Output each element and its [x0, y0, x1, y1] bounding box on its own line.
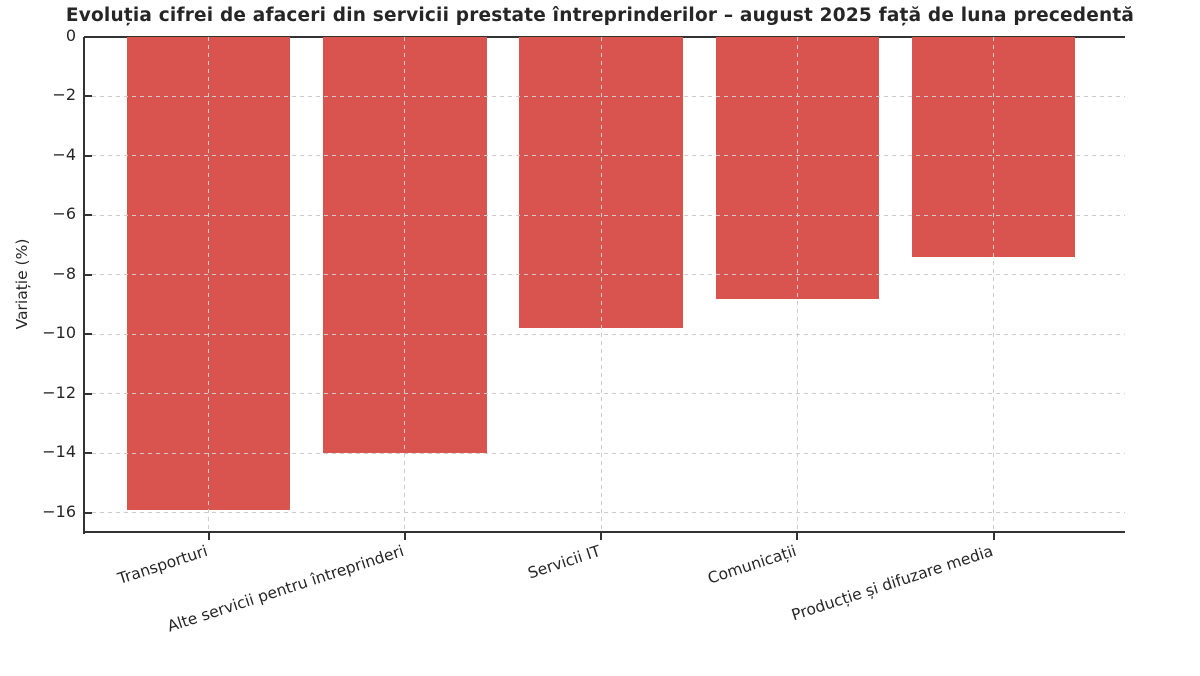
x-tick-label: Producție și difuzare media: [789, 542, 996, 625]
chart-title: Evoluția cifrei de afaceri din servicii …: [65, 5, 1135, 26]
bottom-spine: [84, 531, 1125, 533]
vertical-gridline: [600, 37, 602, 532]
x-tick-mark: [992, 533, 995, 540]
y-tick-label: −8: [52, 263, 76, 283]
x-tick-label: Transporturi: [115, 542, 211, 588]
y-tick-label: −14: [42, 442, 76, 462]
y-tick-mark: [84, 511, 92, 514]
x-tick-mark: [796, 533, 799, 540]
horizontal-gridline: [84, 214, 1125, 216]
y-tick-mark: [84, 154, 92, 157]
y-tick-mark: [84, 333, 92, 336]
vertical-gridline: [208, 37, 209, 532]
y-tick-label: −12: [42, 382, 76, 402]
y-axis-label: Variație (%): [13, 238, 31, 330]
x-tick-mark: [207, 533, 210, 540]
y-tick-mark: [84, 95, 92, 98]
x-tick-label: Servicii IT: [525, 542, 603, 583]
x-tick-label: Comunicații: [705, 542, 799, 588]
y-tick-mark: [84, 36, 92, 38]
left-spine: [83, 37, 85, 534]
horizontal-gridline: [84, 393, 1125, 395]
y-tick-mark: [84, 273, 92, 276]
vertical-gridline: [404, 37, 406, 532]
horizontal-gridline: [84, 95, 1125, 97]
x-tick-mark: [600, 533, 603, 540]
horizontal-gridline: [84, 333, 1125, 335]
y-tick-label: −10: [42, 323, 76, 343]
y-tick-mark: [84, 452, 92, 455]
y-tick-label: −4: [52, 144, 76, 164]
horizontal-gridline: [84, 512, 1125, 514]
horizontal-gridline: [84, 155, 1125, 157]
x-tick-mark: [403, 533, 406, 540]
y-tick-label: 0: [65, 26, 76, 45]
horizontal-gridline: [84, 452, 1125, 454]
y-tick-mark: [84, 392, 92, 395]
y-tick-label: −16: [42, 501, 76, 521]
horizontal-gridline: [84, 274, 1125, 276]
vertical-gridline: [993, 37, 995, 532]
vertical-gridline: [796, 37, 798, 532]
y-tick-label: −6: [52, 204, 76, 224]
plot-area: [83, 36, 1125, 540]
y-tick-mark: [84, 214, 92, 217]
y-tick-label: −2: [52, 85, 76, 105]
